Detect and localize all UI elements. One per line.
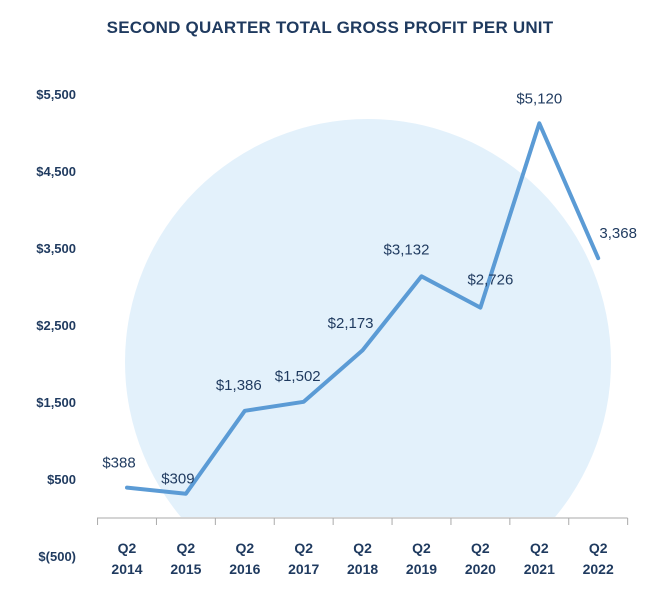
- y-tick-label: $2,500: [36, 318, 76, 333]
- x-tick-label: Q2 2014: [111, 540, 142, 577]
- data-label: $2,726: [467, 272, 513, 289]
- x-axis-ticks: Q2 2014 Q2 2015 Q2 2016 Q2 2017 Q2 2018 Q2 2019 Q2 20…: [111, 540, 614, 577]
- data-labels: $388 $309 $1,386 $1,502 $2,173 $3,132 $2,726 $5…: [102, 90, 637, 487]
- y-tick-label: $500: [47, 472, 76, 487]
- series-line: [125, 121, 601, 496]
- background-circle: [125, 119, 611, 595]
- y-tick-label: $5,500: [36, 87, 76, 102]
- x-tick-label: Q2 2015: [170, 540, 201, 577]
- x-tick-label: Q2 2018: [347, 540, 378, 577]
- circle-bottom-mask: [0, 517, 660, 595]
- data-label: $2,173: [328, 315, 374, 332]
- data-label: $5,120: [516, 90, 562, 107]
- chart-title: SECOND QUARTER TOTAL GROSS PROFIT PER UN…: [107, 18, 554, 37]
- y-axis-ticks: $(500) $500 $1,500 $2,500 $3,500 $4,500 $5,500: [36, 87, 76, 564]
- y-tick-label: $4,500: [36, 164, 76, 179]
- x-tick-label: Q2 2017: [288, 540, 319, 577]
- data-label: 3,368: [599, 225, 637, 242]
- y-tick-label: $(500): [38, 549, 76, 564]
- x-tick-label: Q2 2022: [583, 540, 614, 577]
- y-tick-label: $1,500: [36, 395, 76, 410]
- data-label: $3,132: [384, 241, 430, 258]
- data-label: $309: [161, 471, 194, 488]
- x-tick-label: Q2 2020: [465, 540, 496, 577]
- x-tick-label: Q2 2021: [524, 540, 555, 577]
- x-axis: [97, 517, 629, 525]
- data-label: $1,502: [275, 368, 321, 385]
- x-tick-label: Q2 2019: [406, 540, 437, 577]
- y-tick-label: $3,500: [36, 241, 76, 256]
- data-label: $1,386: [216, 377, 262, 394]
- data-label: $388: [102, 455, 135, 472]
- x-tick-label: Q2 2016: [229, 540, 260, 577]
